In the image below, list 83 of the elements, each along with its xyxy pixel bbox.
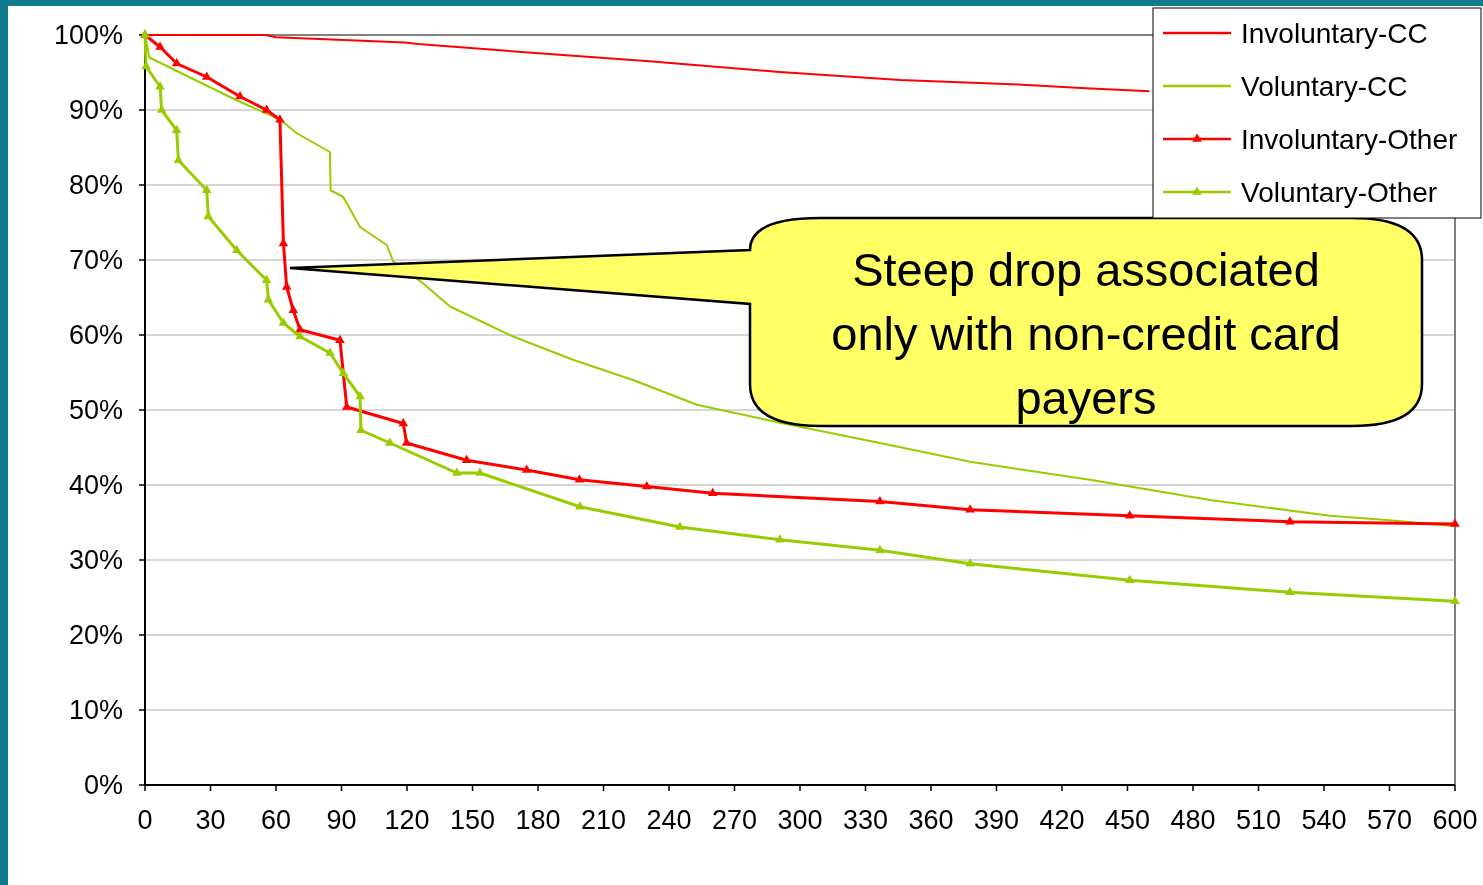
x-tick-label: 570 (1366, 805, 1413, 835)
point (156, 104, 167, 113)
y-tick-label: 10% (68, 695, 123, 726)
y-tick-label: 70% (68, 245, 123, 276)
x-tick-label: 510 (1235, 805, 1282, 835)
point (707, 487, 718, 497)
x-tick-label: 300 (777, 805, 823, 835)
point (155, 81, 165, 90)
point (775, 534, 785, 543)
y-tick-label: 0% (83, 770, 123, 801)
x-tick-label: 0 (137, 805, 153, 835)
point (875, 544, 885, 554)
point (1450, 595, 1460, 605)
y-tick-label: 80% (68, 170, 123, 201)
point (171, 57, 182, 67)
x-tick-label: 240 (646, 805, 692, 835)
x-tick-label: 540 (1301, 805, 1347, 835)
x-tick-label: 420 (1039, 805, 1085, 835)
x-tick-label: 390 (973, 805, 1020, 835)
y-tick-label: 90% (68, 95, 123, 126)
point (335, 334, 345, 344)
x-tick-label: 480 (1170, 805, 1216, 835)
point (171, 124, 182, 134)
point (461, 454, 472, 464)
x-tick-label: 330 (842, 805, 889, 835)
point (675, 521, 685, 530)
x-tick-label: 210 (580, 805, 627, 835)
point (451, 467, 462, 476)
x-tick-label: 270 (711, 805, 758, 835)
legend-label: Involuntary-Other (1241, 123, 1458, 155)
x-tick-label: 60 (260, 805, 292, 835)
point (288, 304, 299, 314)
x-tick-label: 360 (908, 805, 954, 835)
point (1124, 510, 1135, 519)
point (1285, 516, 1295, 525)
x-tick-label: 450 (1104, 805, 1151, 835)
y-tick-label: 20% (68, 620, 123, 651)
point (398, 417, 409, 427)
point (341, 401, 352, 410)
point (295, 324, 305, 333)
point (263, 294, 274, 303)
x-tick-label: 150 (449, 805, 496, 835)
y-tick-label: 40% (68, 470, 123, 501)
y-tick-label: 100% (53, 20, 123, 51)
point (641, 480, 652, 490)
legend-label: Involuntary-CC (1241, 17, 1428, 49)
point (355, 390, 365, 400)
point (1124, 574, 1135, 584)
y-tick-label: 30% (68, 545, 123, 576)
point (231, 244, 242, 254)
point (155, 41, 165, 50)
point (965, 558, 975, 567)
point (278, 317, 289, 326)
point (385, 437, 395, 446)
point (261, 104, 272, 113)
annotation: Steep drop associated only with non-credit card payers (831, 243, 1341, 424)
legend-label: Voluntary-CC (1241, 70, 1408, 102)
point (295, 330, 305, 340)
point (575, 501, 585, 510)
x-tick-label: 180 (515, 805, 561, 835)
point (338, 367, 349, 377)
point (1285, 586, 1295, 596)
point (281, 281, 292, 290)
x-tick-label: 30 (195, 805, 226, 835)
point (401, 437, 412, 446)
legend-label: Voluntary-Other (1241, 176, 1438, 208)
point (521, 464, 532, 473)
point (261, 274, 272, 284)
point (875, 495, 885, 505)
y-tick-label: 60% (68, 320, 123, 351)
point (325, 347, 335, 356)
point (275, 114, 285, 123)
x-tick-label: 90 (326, 805, 357, 835)
point (475, 467, 485, 476)
point (574, 474, 585, 483)
y-tick-label: 50% (68, 395, 123, 426)
x-tick-label: 600 (1432, 805, 1478, 835)
point (1450, 518, 1460, 527)
point (965, 504, 975, 513)
point (235, 90, 245, 100)
x-tick-label: 120 (384, 805, 430, 835)
point (201, 71, 212, 80)
point (201, 184, 212, 194)
